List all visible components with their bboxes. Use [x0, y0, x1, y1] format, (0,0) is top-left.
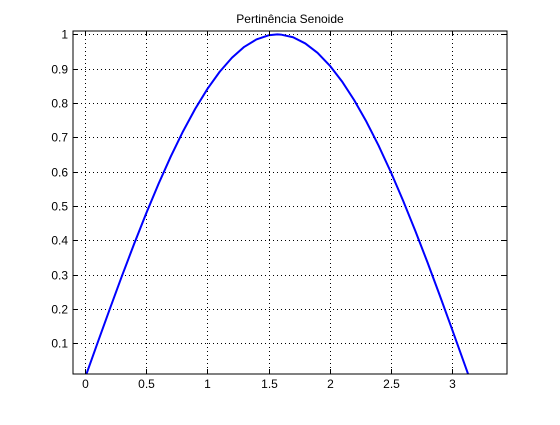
- y-tick-label: 0.8: [51, 97, 68, 111]
- x-tick-label: 3: [449, 377, 456, 391]
- x-tick-label: 2: [327, 377, 334, 391]
- y-tick-label: 0.9: [51, 63, 68, 77]
- y-tick-label: 0.2: [51, 303, 68, 317]
- plot-area: [73, 31, 507, 374]
- sine-curve: [85, 33, 470, 374]
- y-tick-label: 1: [61, 28, 68, 42]
- x-tick-label: 1: [204, 377, 211, 391]
- x-tick-label: 2.5: [383, 377, 400, 391]
- axis-ticks: 0 0.5 1 1.5 2 2.5 3 0.1 0.2 0.3 0.4 0.5 0.6 0.7 0.8 0.9…: [51, 28, 507, 391]
- y-tick-label: 0.3: [51, 269, 68, 283]
- chart-title: Pertinência Senoide: [236, 12, 344, 26]
- x-tick-label: 0.5: [138, 377, 155, 391]
- axes-box: [72, 30, 508, 375]
- y-tick-label: 0.5: [51, 200, 68, 214]
- y-tick-label: 0.7: [51, 131, 68, 145]
- x-tick-label: 1.5: [261, 377, 278, 391]
- grid: [73, 31, 507, 374]
- y-tick-label: 0.6: [51, 166, 68, 180]
- series-layer: [85, 33, 470, 374]
- y-tick-label: 0.4: [51, 234, 68, 248]
- x-tick-label: 0: [82, 377, 89, 391]
- y-tick-label: 0.1: [51, 337, 68, 351]
